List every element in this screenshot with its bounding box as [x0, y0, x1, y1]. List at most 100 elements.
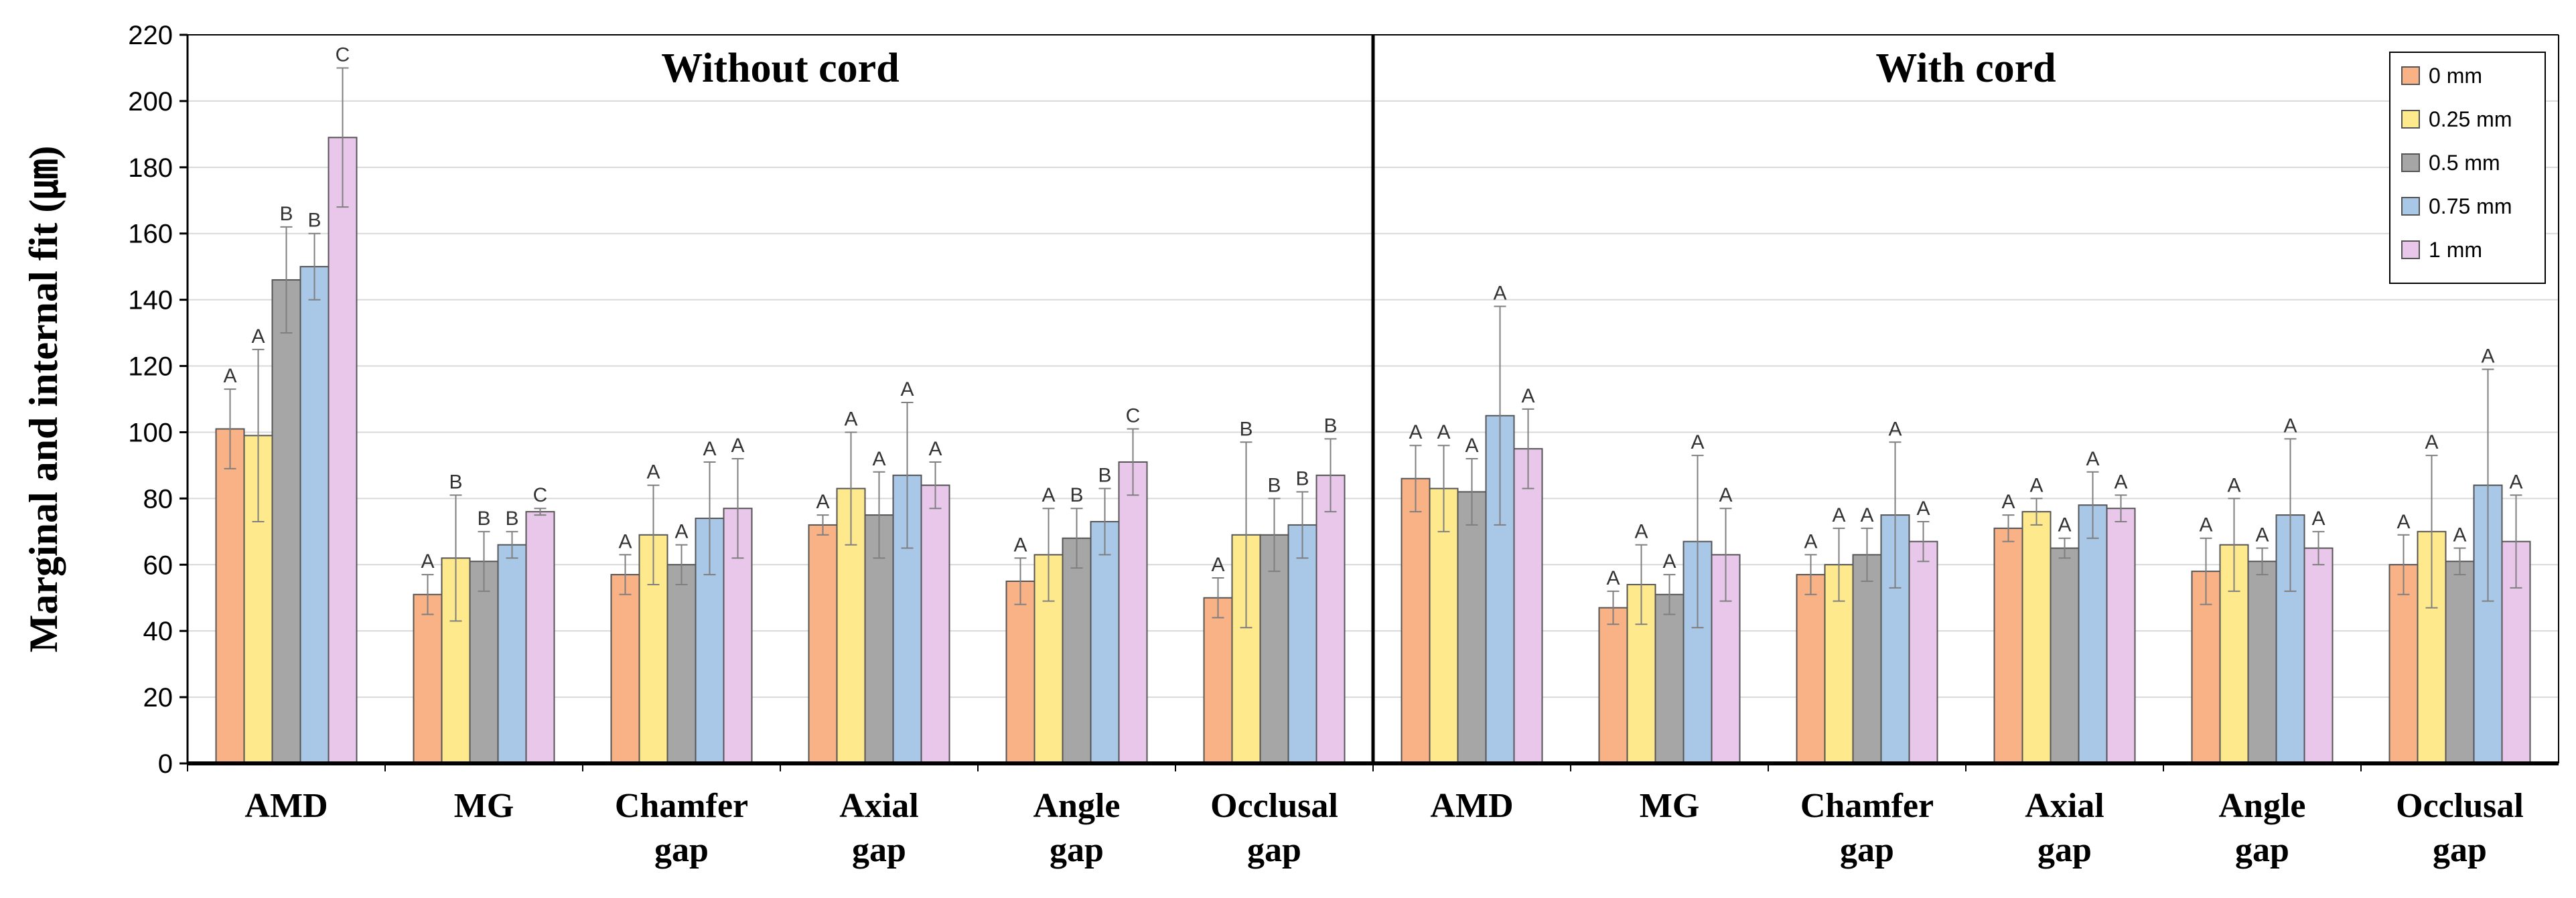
- category-label: gap: [1247, 831, 1301, 869]
- significance-letter: A: [2001, 491, 2015, 513]
- significance-letter: A: [872, 448, 885, 470]
- category-label: Chamfer: [1800, 787, 1934, 825]
- significance-letter: A: [1409, 421, 1422, 443]
- significance-letter: B: [1267, 474, 1281, 496]
- significance-letter: A: [2086, 448, 2099, 470]
- bar: [2050, 547, 2080, 765]
- significance-letter: A: [2396, 511, 2410, 533]
- significance-letter: B: [1323, 415, 1337, 437]
- significance-letter: B: [1098, 465, 1111, 487]
- y-tick-label: 0: [158, 749, 173, 779]
- bar: [920, 484, 950, 765]
- category-label: Chamfer: [615, 787, 748, 825]
- significance-letter: A: [674, 521, 688, 543]
- bar: [2247, 560, 2277, 764]
- legend-swatch: [2401, 153, 2420, 172]
- bar: [1654, 593, 1685, 764]
- bar: [610, 574, 640, 764]
- bar: [808, 524, 838, 764]
- significance-letter: A: [844, 408, 857, 430]
- bar: [2106, 508, 2136, 764]
- category-label: Axial: [2025, 787, 2104, 825]
- bar: [1062, 537, 1092, 765]
- category-label: gap: [654, 831, 709, 869]
- significance-letter: A: [1888, 418, 1902, 440]
- significance-letter: A: [703, 438, 716, 460]
- legend-label: 0.25 mm: [2429, 107, 2512, 131]
- legend-label: 0 mm: [2429, 64, 2482, 88]
- significance-letter: A: [1634, 521, 1648, 543]
- y-tick-label: 140: [128, 286, 173, 315]
- bar: [1852, 554, 1882, 764]
- significance-letter: C: [336, 44, 350, 66]
- significance-letter: A: [1465, 435, 1478, 457]
- significance-letter: B: [505, 508, 518, 530]
- category-label: gap: [2433, 831, 2487, 869]
- bar: [666, 564, 697, 764]
- bar: [1118, 461, 1148, 764]
- bar: [1457, 491, 1487, 764]
- y-axis-label: Marginal and internal fit (㎛): [21, 146, 66, 653]
- bar: [1993, 527, 2023, 764]
- significance-letter: A: [1013, 534, 1027, 556]
- bar: [1203, 597, 1233, 765]
- y-tick-label: 60: [143, 550, 173, 580]
- category-label: gap: [2037, 831, 2092, 869]
- significance-letter: A: [1521, 385, 1534, 407]
- legend-label: 0.75 mm: [2429, 194, 2512, 218]
- bar: [1005, 581, 1035, 764]
- significance-letter: A: [1832, 504, 1845, 526]
- significance-letter: A: [2283, 415, 2297, 437]
- bar: [1090, 520, 1120, 764]
- legend-swatch: [2401, 110, 2420, 129]
- bar: [1401, 477, 1431, 764]
- bar: [299, 266, 330, 764]
- category-label: gap: [852, 831, 906, 869]
- significance-letter: B: [1239, 418, 1253, 440]
- bar: [525, 511, 555, 764]
- category-label: gap: [1050, 831, 1104, 869]
- bar: [2021, 511, 2052, 764]
- significance-letter: A: [618, 530, 632, 552]
- significance-letter: A: [1719, 484, 1732, 506]
- bar: [271, 279, 301, 764]
- legend-swatch: [2401, 240, 2420, 259]
- significance-letter: B: [279, 203, 293, 225]
- significance-letter: A: [2481, 345, 2494, 367]
- significance-letter: A: [2029, 474, 2043, 496]
- category-label: Occlusal: [1210, 787, 1338, 825]
- significance-letter: A: [1860, 504, 1873, 526]
- bar: [1796, 574, 1826, 764]
- significance-letter: B: [1295, 467, 1309, 490]
- bar: [1287, 524, 1317, 764]
- bar: [497, 544, 527, 764]
- y-tick-label: 120: [128, 352, 173, 382]
- significance-letter: A: [2509, 471, 2522, 493]
- category-label: AMD: [244, 787, 328, 825]
- category-label: MG: [454, 787, 514, 825]
- panel-title: Without cord: [661, 46, 899, 91]
- category-label: AMD: [1430, 787, 1513, 825]
- y-tick-label: 180: [128, 153, 173, 183]
- bar: [2078, 504, 2108, 764]
- axes: [180, 33, 2559, 771]
- bar: [1513, 448, 1543, 764]
- category-label: Angle: [1033, 787, 1121, 825]
- significance-letter: A: [223, 365, 236, 387]
- panel-title: With cord: [1875, 46, 2056, 91]
- significance-letter: A: [900, 378, 914, 400]
- significance-letter: A: [251, 325, 265, 348]
- significance-letter: B: [449, 471, 462, 493]
- legend-swatch: [2401, 197, 2420, 216]
- category-label: Occlusal: [2396, 787, 2524, 825]
- significance-letter: A: [1437, 421, 1450, 443]
- significance-letter: A: [1606, 567, 1620, 589]
- bar: [215, 428, 245, 764]
- legend-swatch: [2401, 66, 2420, 85]
- significance-letter: A: [816, 491, 829, 513]
- significance-letter: A: [2058, 514, 2071, 536]
- y-tick-label: 100: [128, 418, 173, 447]
- significance-letter: A: [731, 435, 744, 457]
- category-label: gap: [2235, 831, 2289, 869]
- bar: [2445, 560, 2475, 764]
